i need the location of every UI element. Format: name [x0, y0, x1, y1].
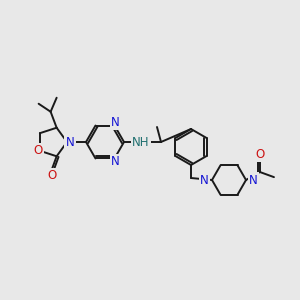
Text: N: N — [111, 116, 120, 129]
Text: O: O — [47, 169, 56, 182]
Text: N: N — [111, 155, 120, 168]
Text: N: N — [66, 136, 74, 148]
Text: O: O — [255, 148, 265, 160]
Text: N: N — [200, 173, 209, 187]
Text: NH: NH — [132, 136, 150, 148]
Text: O: O — [33, 144, 43, 157]
Text: N: N — [249, 173, 258, 187]
